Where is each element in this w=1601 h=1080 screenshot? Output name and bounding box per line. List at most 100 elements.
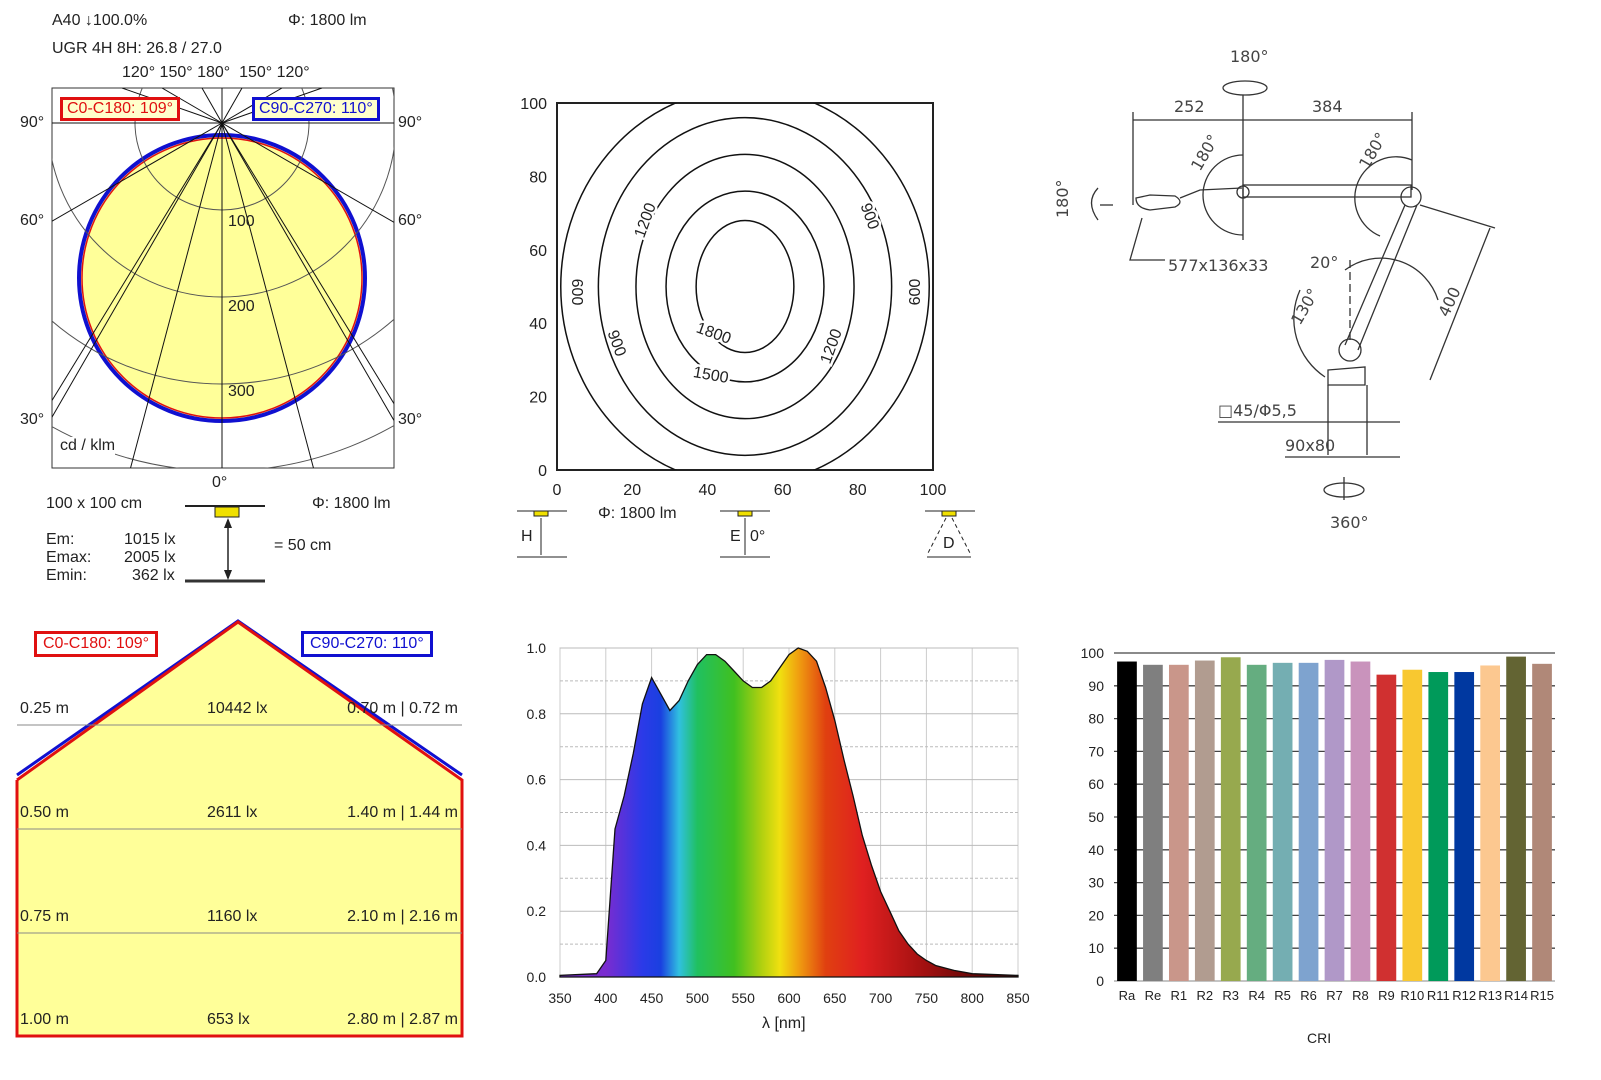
spectrum-xtick: 650: [823, 990, 847, 1006]
cri-xtick: Ra: [1119, 988, 1136, 1003]
cone-row-lux: 10442 lx: [207, 700, 268, 717]
em-value: 1015 lx: [124, 531, 176, 548]
isolux-ytick: 100: [520, 96, 547, 113]
spectrum-ytick: 1.0: [527, 640, 547, 656]
icon-d-label: D: [943, 535, 955, 552]
spectrum-xtick: 400: [594, 990, 618, 1006]
cri-xtick: R4: [1248, 988, 1265, 1003]
cone-row-diam: 1.40 m | 1.44 m: [347, 804, 458, 821]
cri-bar-Re: [1143, 664, 1163, 981]
cri-xtick: R3: [1222, 988, 1239, 1003]
dim-left-label: 252: [1174, 97, 1205, 116]
spectrum-xtick: 850: [1006, 990, 1030, 1006]
spectrum-ytick: 0.2: [527, 903, 547, 919]
angle-head: 180°: [1053, 179, 1072, 218]
head-size-label: 577x136x33: [1168, 256, 1268, 275]
spectrum-xtick: 700: [869, 990, 893, 1006]
spectrum-xtick: 750: [915, 990, 939, 1006]
isolux-xtick: 0: [553, 482, 562, 499]
spectrum-xtick: 600: [777, 990, 801, 1006]
angle-joint2: 180°: [1355, 129, 1391, 172]
polar-ring-200: 200: [228, 298, 255, 315]
spectrum-area: [559, 647, 1019, 978]
em-label: Em:: [46, 531, 75, 548]
polar-legend-c90: C90-C270: 110°: [252, 97, 380, 121]
spectrum-xtick: 450: [640, 990, 664, 1006]
polar-top-angles: 120° 150° 180° 150° 120°: [122, 64, 310, 81]
cone-row-height: 0.75 m: [20, 908, 69, 925]
isolux-contour-1200: [635, 153, 855, 420]
emin-label: Emin:: [46, 567, 87, 584]
cone-row-height: 1.00 m: [20, 1011, 69, 1028]
rot-base-label: 360°: [1330, 513, 1369, 532]
spectrum-ytick: 0.0: [527, 969, 547, 985]
polar-angle-30-right: 30°: [398, 411, 423, 428]
isolux-label: 1800: [694, 320, 733, 348]
cri-bar-R1: [1168, 664, 1189, 981]
cri-bar-R7: [1324, 659, 1345, 981]
icon-h-label: H: [521, 528, 533, 545]
cone-row-height: 0.50 m: [20, 804, 69, 821]
cri-bar-R5: [1272, 662, 1293, 981]
isolux-contour-900: [597, 116, 893, 457]
cri-xtick: R14: [1504, 988, 1528, 1003]
polar-angle-90-right: 90°: [398, 114, 423, 131]
angle-joint1: 180°: [1187, 131, 1223, 174]
cone-legend-c90: C90-C270: 110°: [301, 631, 433, 657]
cri-bar-R6: [1298, 662, 1319, 981]
angle-20: 20°: [1310, 253, 1338, 272]
polar-unit: cd / klm: [60, 437, 116, 455]
spectrum-ytick: 0.4: [527, 837, 547, 853]
icon-e-label: E: [730, 528, 741, 545]
isolux-label: 900: [604, 328, 629, 359]
cri-xtick: R12: [1452, 988, 1476, 1003]
cri-xtick: R9: [1378, 988, 1395, 1003]
spectrum-ytick: 0.8: [527, 706, 547, 722]
polar-angle-90-left: 90°: [20, 114, 45, 131]
cri-xtick: R8: [1352, 988, 1369, 1003]
isolux-xtick: 100: [920, 482, 947, 499]
polar-angle-60-right: 60°: [398, 212, 423, 229]
isolux-ytick: 60: [529, 243, 547, 260]
cri-xtick: R1: [1171, 988, 1188, 1003]
icon-illuminance: [720, 510, 770, 558]
cri-bar-Ra: [1117, 661, 1137, 981]
cone-row-lux: 653 lx: [207, 1011, 250, 1028]
polar-header-a40: A40 ↓100.0%: [52, 12, 148, 29]
base-size-label: 90x80: [1285, 436, 1335, 455]
spectrum-xlabel: λ [nm]: [762, 1015, 806, 1032]
angle-130: 130°: [1287, 285, 1323, 328]
isolux-label: 600: [907, 279, 924, 306]
spectrum-ytick: 0.6: [527, 772, 547, 788]
isolux-contour-600: [560, 103, 930, 470]
cri-xtick: R7: [1326, 988, 1343, 1003]
cri-ytick: 20: [1088, 907, 1104, 923]
cri-ytick: 70: [1088, 743, 1104, 759]
isolux-label: 1200: [632, 201, 660, 240]
cri-ytick: 0: [1096, 973, 1104, 989]
cri-bar-R12: [1454, 672, 1475, 981]
cone-row-lux: 2611 lx: [207, 804, 258, 821]
isolux-label: 1200: [818, 327, 846, 366]
cri-bar-R14: [1506, 656, 1526, 981]
isolux-ytick: 20: [529, 390, 547, 407]
cone-row-diam: 2.80 m | 2.87 m: [347, 1011, 458, 1028]
cri-ytick: 80: [1088, 711, 1104, 727]
cri-bar-R10: [1402, 669, 1423, 981]
polar-legend-c0: C0-C180: 109°: [60, 97, 181, 121]
cri-bar-R3: [1220, 657, 1241, 981]
isolux-xtick: 20: [623, 482, 641, 499]
isolux-ytick: 0: [538, 463, 547, 480]
polar-angle-0: 0°: [212, 474, 228, 491]
mounting-height: = 50 cm: [274, 537, 332, 554]
cri-bar-R2: [1194, 660, 1215, 981]
spectrum-xtick: 350: [548, 990, 572, 1006]
isolux-contour-1800: [695, 219, 795, 354]
icon-height: [517, 510, 567, 558]
polar-angle-60-left: 60°: [20, 212, 45, 229]
cone-row-height: 0.25 m: [20, 700, 69, 717]
isolux-xtick: 80: [849, 482, 867, 499]
isolux-ytick: 80: [529, 169, 547, 186]
cri-ytick: 40: [1088, 842, 1104, 858]
cri-bar-R15: [1532, 663, 1552, 981]
